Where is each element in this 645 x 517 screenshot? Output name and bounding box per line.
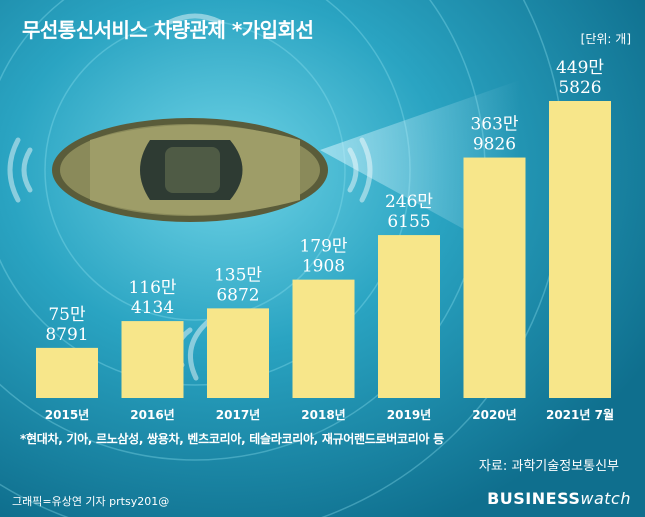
data-label-6-1: 5826 bbox=[558, 78, 601, 98]
bar-1 bbox=[121, 321, 184, 398]
car-icon bbox=[52, 118, 328, 222]
bar-5 bbox=[463, 157, 526, 398]
x-tick-label-2: 2017년 bbox=[216, 408, 260, 422]
bar-4 bbox=[378, 235, 440, 398]
source-label: 자료: 과학기술정보통신부 bbox=[478, 459, 619, 474]
data-label-0-1: 8791 bbox=[45, 325, 88, 345]
bar-0 bbox=[36, 347, 98, 398]
x-tick-label-4: 2019년 bbox=[387, 408, 431, 422]
bar-2 bbox=[207, 308, 269, 398]
data-label-4-0: 246만 bbox=[385, 192, 433, 212]
data-label-3-1: 1908 bbox=[302, 257, 345, 277]
data-label-4-1: 6155 bbox=[387, 212, 430, 232]
chart-title: 무선통신서비스 차량관제 *가입회선 bbox=[22, 18, 314, 42]
data-label-0-0: 75만 bbox=[48, 305, 86, 325]
bar-3 bbox=[292, 279, 355, 398]
data-label-6-0: 449만 bbox=[556, 58, 604, 78]
logo-main-text: BUSINESS bbox=[487, 489, 581, 508]
x-tick-label-5: 2020년 bbox=[472, 408, 516, 422]
unit-label: [단위: 개] bbox=[580, 32, 631, 46]
bar-6 bbox=[549, 101, 611, 398]
x-tick-label-0: 2015년 bbox=[45, 408, 89, 422]
x-tick-label-1: 2016년 bbox=[130, 408, 174, 422]
x-tick-label-3: 2018년 bbox=[301, 408, 345, 422]
data-label-5-0: 363만 bbox=[470, 115, 518, 135]
footnote: *현대차, 기아, 르노삼성, 쌍용차, 벤츠코리아, 테슬라코리아, 재규어랜… bbox=[20, 432, 444, 446]
x-tick-label-6: 2021년 7월 bbox=[546, 407, 614, 422]
data-label-1-0: 116만 bbox=[128, 278, 176, 298]
data-label-5-1: 9826 bbox=[473, 135, 516, 155]
credit-label: 그래픽=유상연 기자 prtsy201@ bbox=[12, 495, 170, 508]
data-label-2-1: 6872 bbox=[216, 285, 259, 305]
logo-sub-text: watch bbox=[580, 489, 631, 508]
data-label-1-1: 4134 bbox=[131, 298, 174, 318]
brand-logo: BUSINESSwatch bbox=[487, 489, 631, 508]
data-label-2-0: 135만 bbox=[214, 265, 262, 285]
data-label-3-0: 179만 bbox=[299, 237, 347, 257]
